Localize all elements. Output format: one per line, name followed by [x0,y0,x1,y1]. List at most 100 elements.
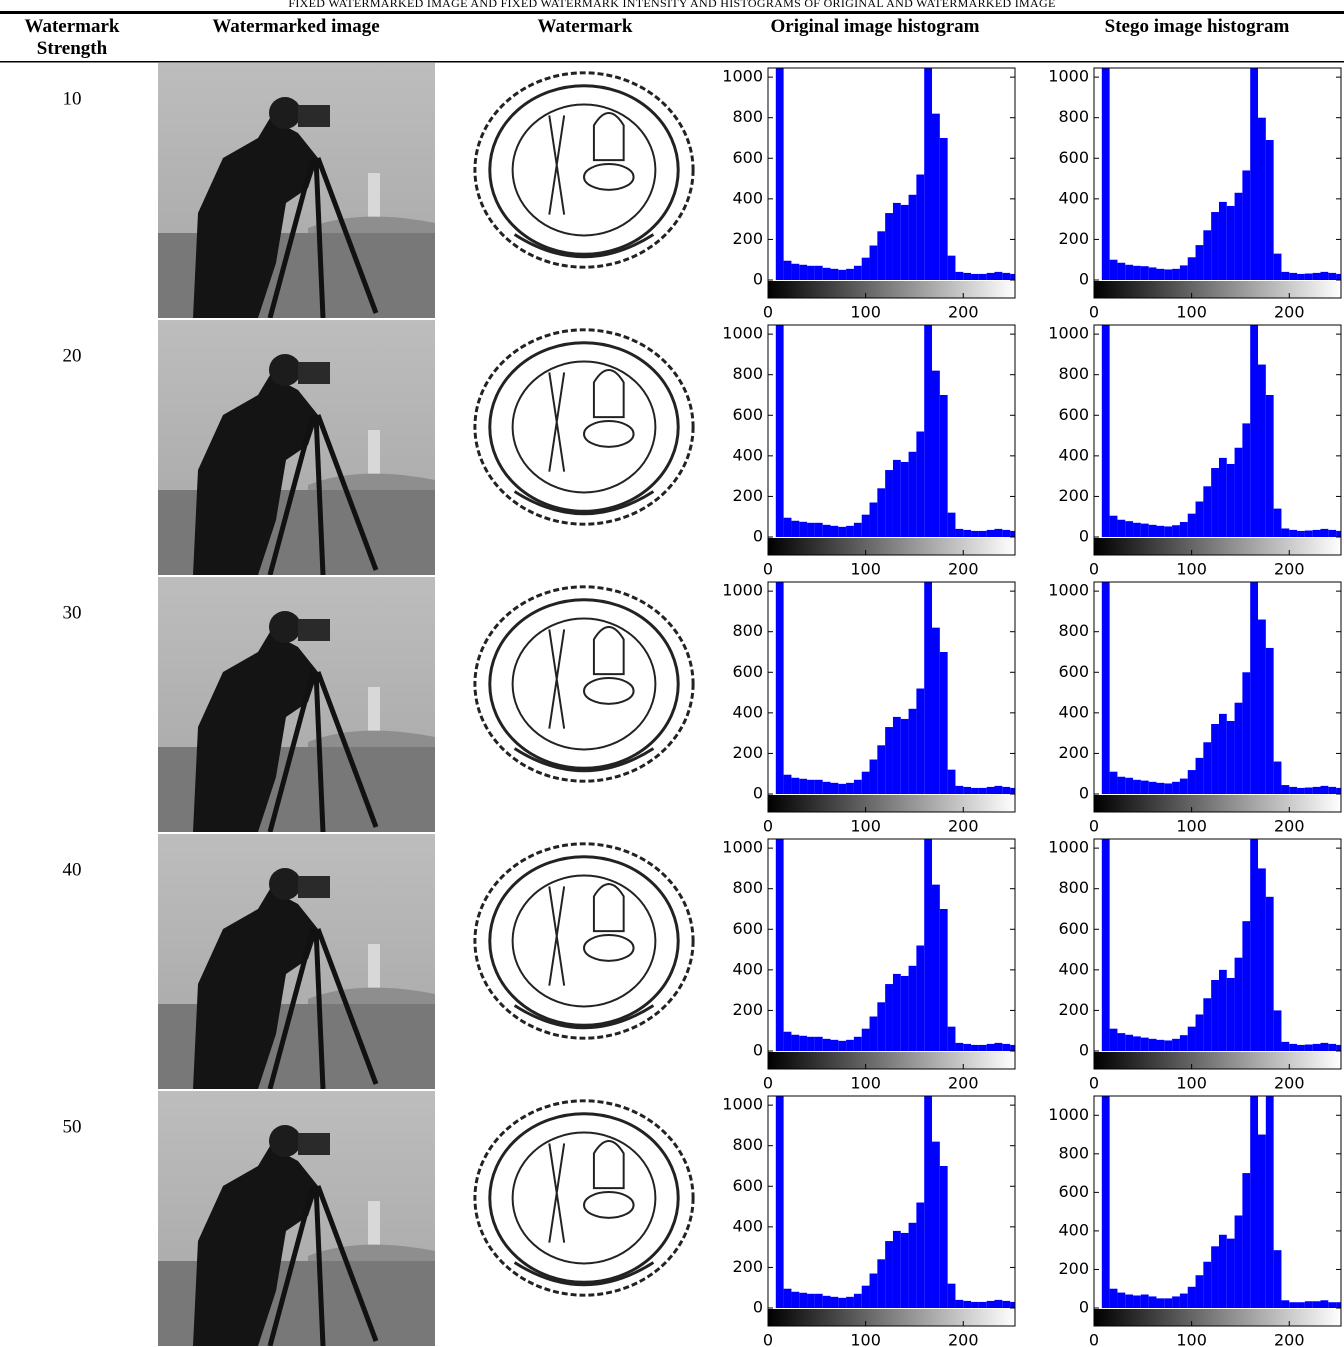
bar [853,779,862,794]
bar [1258,619,1266,794]
bar [1312,786,1321,794]
bar [892,973,901,1051]
bar [830,268,839,280]
bar [1226,977,1235,1051]
y-tick-label: 0 [1079,1041,1089,1060]
bar [791,1291,800,1308]
y-tick-label: 400 [1058,1220,1089,1239]
bar [1117,519,1126,537]
bar [924,325,933,537]
bar [1164,526,1173,537]
bar [1218,1234,1227,1308]
bar [1156,1298,1165,1308]
bar [932,627,940,794]
bar [1211,724,1219,794]
header-rule [0,61,1344,63]
bar [1010,273,1015,280]
bars [1101,839,1341,1051]
plot-frame [1093,67,1342,299]
plot-frame [767,67,1016,299]
bar [963,529,972,537]
x-tick-label: 200 [1274,1331,1305,1347]
bar [1226,463,1235,537]
bar [1320,271,1329,280]
bar [1195,245,1204,280]
bar [853,1036,862,1051]
x-tick-label: 0 [1089,560,1099,579]
x-tick-label: 200 [1274,560,1305,579]
y-tick-label: 1000 [1048,581,1089,600]
bar [775,325,784,537]
bar [1179,521,1188,537]
bar [1133,265,1141,280]
gray-colorbar [768,538,1015,555]
bar [963,786,972,794]
bar [1179,1035,1188,1051]
x-tick-label: 100 [1176,1331,1207,1347]
bar [978,273,987,280]
bar [807,1293,815,1308]
bars [1101,68,1341,280]
y-tick-label: 400 [732,959,763,978]
bar [1250,68,1259,280]
y-tick-label: 1000 [722,1095,763,1114]
bar [1195,757,1204,794]
bar [1250,839,1259,1051]
bar [822,524,831,537]
bar [994,1299,1003,1308]
bar [1133,1295,1141,1308]
bar [1289,272,1298,280]
bar [1156,1039,1165,1051]
bar [877,1259,886,1308]
bar [900,1232,909,1308]
bar [947,1026,956,1051]
y-tick-label: 600 [1058,662,1089,681]
bar [1002,1043,1011,1051]
bar [955,1299,964,1308]
bar [799,1292,808,1308]
x-tick-label: 200 [948,1074,979,1093]
y-tick-label: 1000 [722,67,763,86]
bars [1101,1096,1341,1308]
bar [916,431,925,537]
bar [1109,259,1118,280]
gray-colorbar [1094,795,1341,812]
bar [1218,713,1227,794]
plot-frame [767,324,1016,556]
bar [1133,1036,1141,1051]
bar [963,272,972,280]
x-tick-label: 100 [1176,303,1207,322]
bar [822,267,831,280]
bar [791,777,800,794]
bar [1133,779,1141,794]
bar [783,1031,792,1051]
bar [908,708,917,794]
bar [1336,1302,1341,1308]
y-tick-label: 200 [732,743,763,762]
bar [877,1002,886,1051]
bar [869,502,878,537]
x-tick-label: 200 [1274,1074,1305,1093]
bar [791,263,800,280]
bar [1211,1246,1219,1308]
bar [1187,257,1196,280]
bar [869,759,878,794]
bar [986,1300,995,1308]
plot-frame [1093,581,1342,813]
bar [1281,1041,1290,1051]
y-tick-label: 1000 [1048,838,1089,857]
y-tick-label: 600 [1058,1182,1089,1201]
bar [892,202,901,280]
y-tick-label: 800 [732,878,763,897]
bar [1117,262,1126,280]
bar [947,512,956,537]
x-tick-label: 200 [948,817,979,836]
bar [1148,1038,1157,1051]
bar [1002,786,1011,794]
bar [877,745,886,794]
y-tick-label: 200 [1058,486,1089,505]
bar [1273,253,1282,280]
bar [1312,272,1321,280]
bar [1328,1043,1337,1051]
bar [939,651,948,794]
